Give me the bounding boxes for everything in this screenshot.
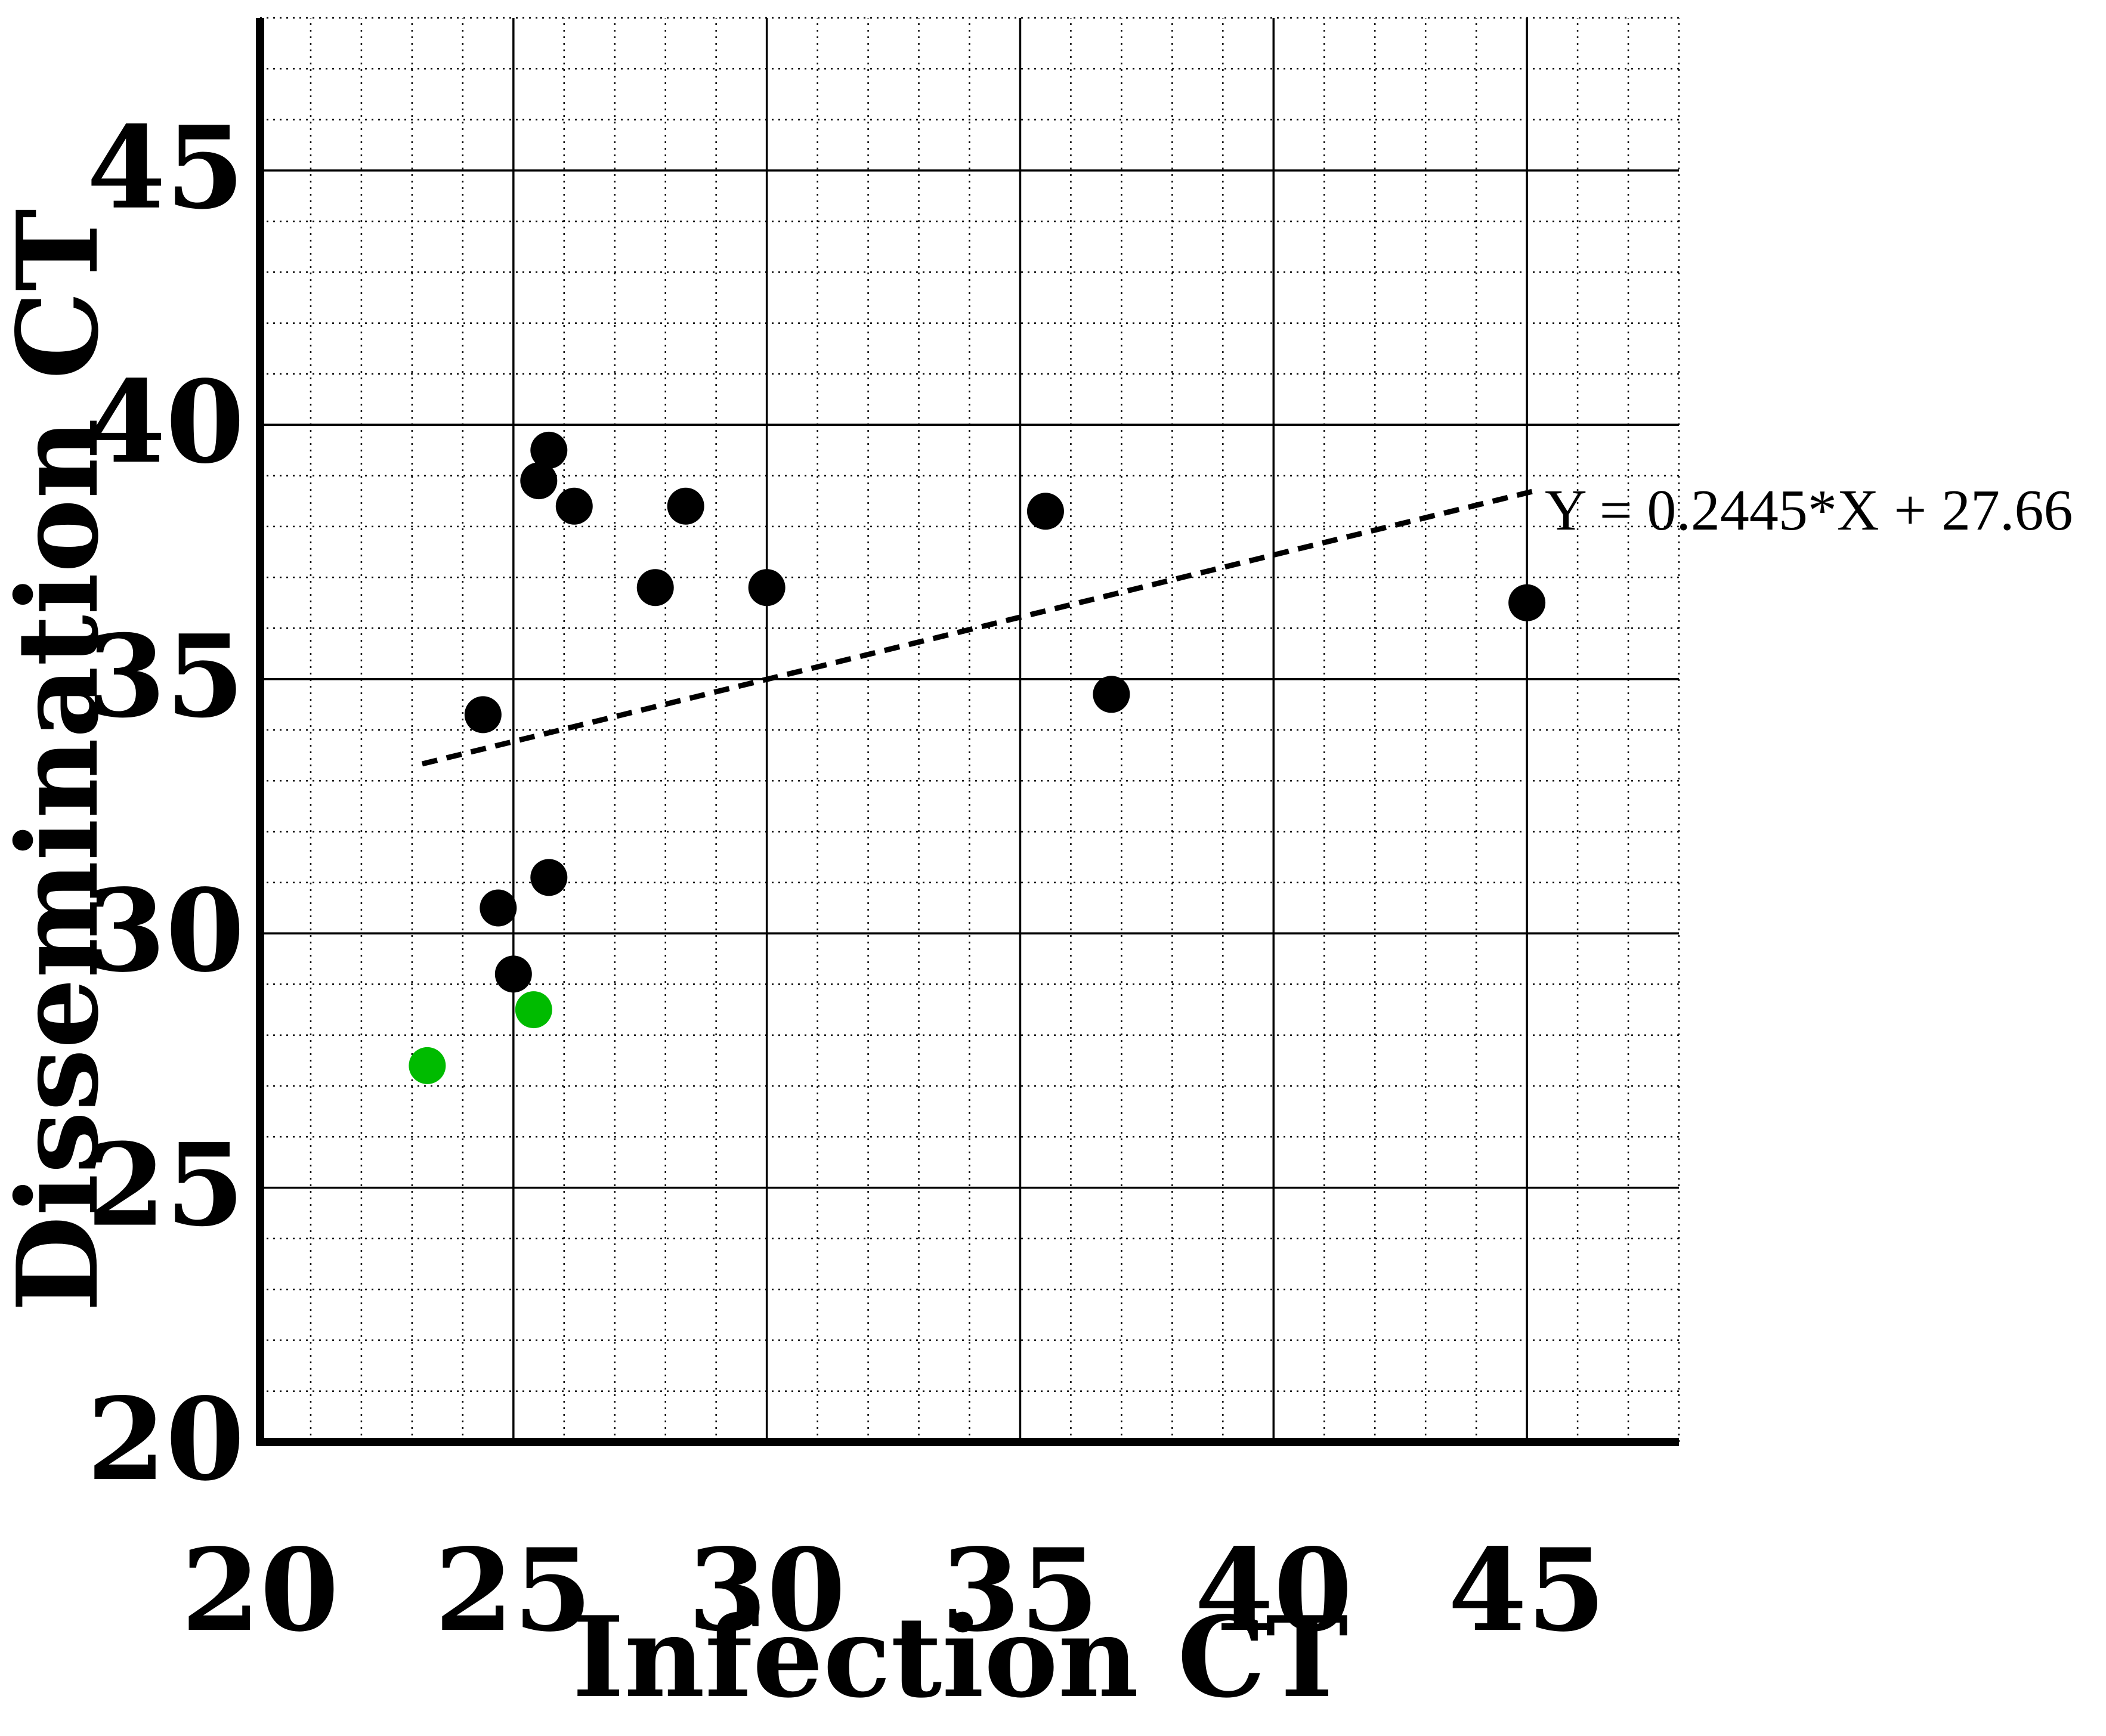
x-tick-label: 40 [1195,1524,1352,1657]
y-tick-label: 30 [87,864,245,997]
y-tick-label: 40 [87,355,245,488]
y-tick-label: 35 [87,610,245,743]
data-point [1093,676,1130,713]
x-tick-label: 20 [181,1524,339,1657]
trendline-equation: Y = 0.2445*X + 27.66 [1545,478,2073,543]
data-point [636,569,674,606]
tick-labels: 20 25 30 35 40 45 20 25 30 35 40 45 [87,101,1606,1657]
highlight-point [409,1047,446,1084]
axes [256,18,1679,1446]
x-tick-label: 25 [435,1524,592,1657]
x-tick-label: 30 [688,1524,845,1657]
data-point [464,696,502,734]
y-tick-label: 20 [87,1373,245,1506]
data-point [1026,493,1064,530]
major-grid [260,18,1679,1442]
data-point [530,859,568,896]
x-tick-label: 35 [941,1524,1099,1657]
data-points [409,431,1546,1084]
data-point [555,487,593,525]
x-axis-title: Infection CT [573,1592,1349,1722]
data-point [520,462,558,500]
minor-grid [260,17,1680,1442]
highlight-point [515,991,552,1029]
trendline [421,487,1538,767]
x-tick-label: 45 [1448,1524,1606,1657]
data-point [667,487,704,525]
data-point [748,569,786,606]
data-point [480,889,517,927]
y-tick-label: 25 [87,1119,245,1252]
trendline-layer [421,487,1538,767]
y-tick-label: 45 [87,101,245,234]
y-axis-title: Dissemination CT [0,209,123,1312]
data-point [530,431,568,469]
data-point [1508,584,1546,621]
data-point [494,955,532,993]
